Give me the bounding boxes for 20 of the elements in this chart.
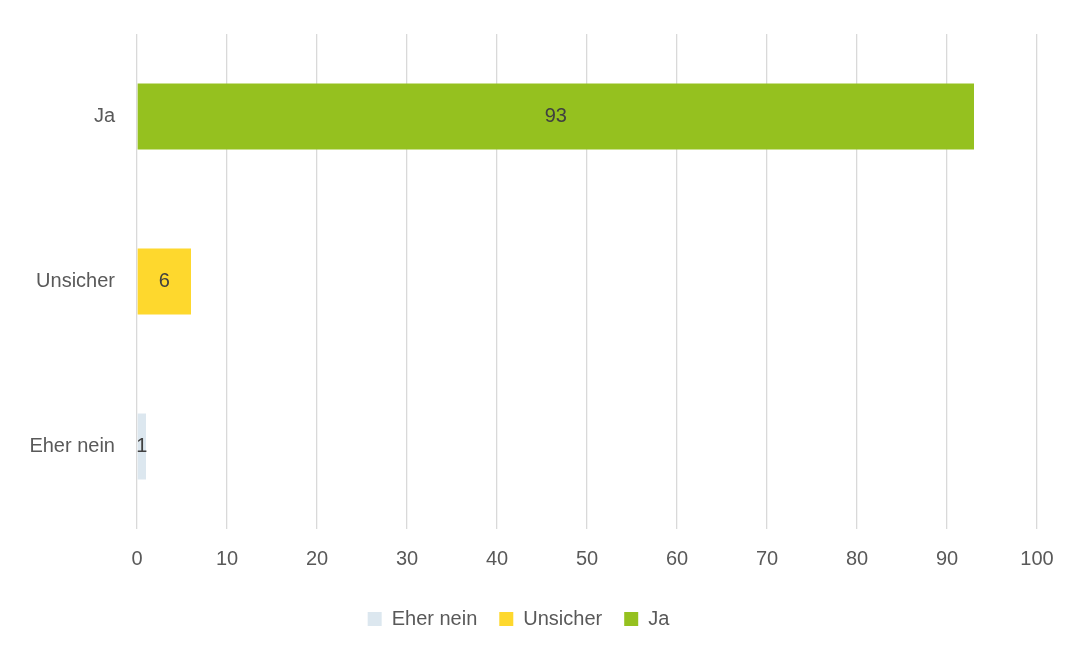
- x-tick-label: 100: [1020, 546, 1054, 569]
- x-tick-label: 40: [485, 546, 509, 569]
- data-label: 6: [158, 269, 170, 292]
- y-tick-label: Ja: [93, 104, 116, 127]
- legend-label: Unsicher: [523, 606, 603, 629]
- data-label: 1: [136, 434, 148, 457]
- x-tick-label: 90: [935, 546, 959, 569]
- legend-label: Ja: [648, 606, 671, 629]
- x-tick-label: 10: [215, 546, 239, 569]
- data-label: 93: [544, 104, 567, 127]
- x-tick-label: 0: [131, 546, 143, 569]
- x-tick-label: 50: [575, 546, 599, 569]
- x-tick-label: 60: [665, 546, 689, 569]
- x-tick-label: 30: [395, 546, 419, 569]
- legend-label: Eher nein: [391, 606, 478, 629]
- y-tick-label: Eher nein: [29, 434, 115, 457]
- x-tick-label: 70: [755, 546, 779, 569]
- x-tick-label: 20: [305, 546, 329, 569]
- y-tick-label: Unsicher: [36, 269, 116, 292]
- x-tick-label: 80: [845, 546, 869, 569]
